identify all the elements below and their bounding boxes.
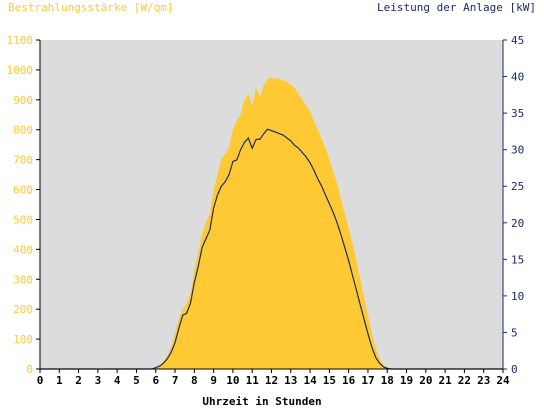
x-tick-label: 13 [284, 374, 297, 387]
right-tick-label: 0 [511, 363, 518, 376]
x-tick-label: 9 [210, 374, 217, 387]
left-tick-label: 100 [13, 333, 33, 346]
left-tick-label: 300 [13, 273, 33, 286]
right-tick-label: 30 [511, 144, 524, 157]
x-tick-label: 16 [342, 374, 356, 387]
x-tick-label: 19 [400, 374, 413, 387]
x-tick-label: 24 [496, 374, 510, 387]
x-tick-label: 12 [265, 374, 278, 387]
left-tick-label: 900 [13, 94, 33, 107]
left-axis-title: Bestrahlungsstärke [W/qm] [8, 1, 174, 14]
x-tick-label: 20 [419, 374, 432, 387]
x-tick-label: 1 [56, 374, 63, 387]
x-tick-label: 17 [361, 374, 374, 387]
x-tick-label: 5 [133, 374, 140, 387]
power-line [40, 128, 503, 370]
ticks-layer: 0 1 2 3 4 5 6 7 8 9 10 11 12 13 14 15 16 17 18 19 20 21 22 23 24… [7, 34, 525, 387]
left-tick-label: 600 [13, 184, 33, 197]
left-tick-label: 0 [26, 363, 33, 376]
right-tick-label: 15 [511, 253, 524, 266]
irradiance-area [40, 77, 503, 370]
left-tick-label: 1000 [7, 64, 34, 77]
left-tick-label: 500 [13, 213, 33, 226]
right-tick-label: 25 [511, 180, 524, 193]
left-tick-label: 1100 [7, 34, 34, 47]
left-tick-label: 400 [13, 243, 33, 256]
left-tick-label: 800 [13, 124, 33, 137]
x-tick-label: 2 [75, 374, 82, 387]
right-tick-label: 35 [511, 107, 524, 120]
x-tick-label: 22 [458, 374, 471, 387]
right-tick-label: 20 [511, 217, 524, 230]
left-tick-label: 200 [13, 303, 33, 316]
x-tick-label: 0 [37, 374, 44, 387]
right-tick-label: 45 [511, 34, 524, 47]
x-tick-label: 8 [191, 374, 198, 387]
x-tick-label: 21 [439, 374, 453, 387]
right-axis-title: Leistung der Anlage [kW] [377, 1, 536, 14]
x-tick-label: 4 [114, 374, 121, 387]
right-tick-label: 10 [511, 290, 524, 303]
left-tick-label: 700 [13, 154, 33, 167]
x-tick-label: 7 [172, 374, 179, 387]
x-tick-label: 18 [381, 374, 394, 387]
series-layer [40, 77, 503, 370]
x-axis-label: Uhrzeit in Stunden [202, 395, 321, 408]
x-tick-label: 11 [246, 374, 260, 387]
x-tick-label: 3 [95, 374, 102, 387]
x-tick-label: 15 [323, 374, 336, 387]
right-tick-label: 40 [511, 71, 524, 84]
x-tick-label: 23 [477, 374, 490, 387]
right-tick-label: 5 [511, 326, 518, 339]
x-tick-label: 10 [226, 374, 239, 387]
x-tick-label: 14 [303, 374, 317, 387]
x-tick-label: 6 [152, 374, 159, 387]
